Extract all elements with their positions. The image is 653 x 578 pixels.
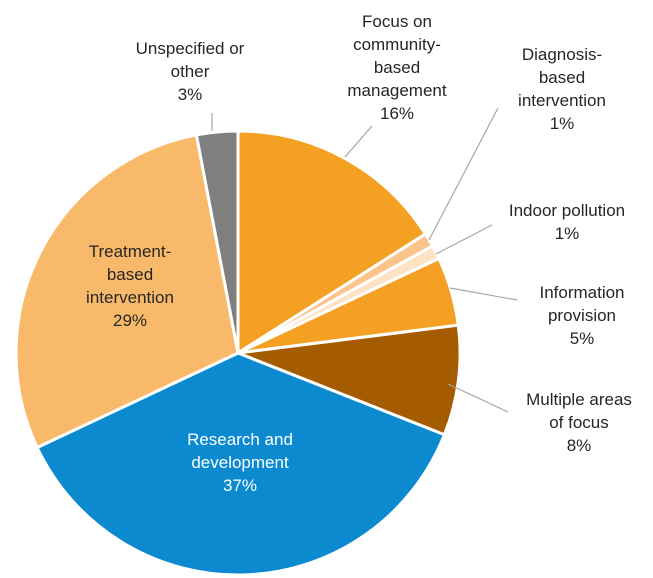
pie-slice-5: [35, 351, 446, 577]
leader-line-0: [344, 125, 373, 158]
slice-category-label: Unspecified or: [136, 39, 245, 58]
pie-slice-7: [194, 129, 240, 355]
slice-value-label: 8%: [567, 436, 592, 455]
pie-slice-0: [236, 129, 427, 355]
slice-value-label: 37%: [223, 476, 257, 495]
slice-category-label: Indoor pollution: [509, 201, 625, 220]
leader-line-4: [447, 383, 509, 413]
slice-label-2: Indoor pollution 1%: [509, 201, 625, 243]
slice-category-label: other: [171, 62, 210, 81]
leader-lines: [211, 107, 518, 413]
slice-category-label: intervention: [518, 91, 606, 110]
slice-category-label: Information: [539, 283, 624, 302]
slice-label-5: Research and development 37%: [187, 430, 293, 495]
slice-value-label: 3%: [178, 85, 203, 104]
slice-category-label: management: [347, 81, 447, 100]
slice-category-label: Treatment-: [89, 242, 172, 261]
slice-value-label: 16%: [380, 104, 414, 123]
slice-category-label: Focus on: [362, 12, 432, 31]
slice-label-0: Focus on community-based management 16%: [347, 12, 447, 123]
slice-category-label: of focus: [549, 413, 609, 432]
slice-category-label: community-: [353, 35, 441, 54]
leader-line-1: [428, 107, 499, 241]
slice-category-label: based: [374, 58, 420, 77]
slice-label-1: Diagnosis-based intervention 1%: [518, 45, 606, 133]
slice-category-label: based: [539, 68, 585, 87]
leader-line-2: [435, 224, 493, 255]
pie-slice-6: [14, 133, 240, 450]
slice-label-4: Multiple areas of focus 8%: [526, 390, 632, 455]
slice-category-label: based: [107, 265, 153, 284]
slice-value-label: 1%: [555, 224, 580, 243]
slice-category-label: intervention: [86, 288, 174, 307]
slice-value-label: 29%: [113, 311, 147, 330]
slice-labels: Focus on community-based management 16% Diag…: [86, 12, 632, 495]
slice-value-label: 5%: [570, 329, 595, 348]
leader-line-3: [449, 287, 518, 301]
slice-category-label: Diagnosis-: [522, 45, 602, 64]
slice-label-3: Information provision 5%: [539, 283, 624, 348]
slice-category-label: provision: [548, 306, 616, 325]
slice-label-7: Unspecified or other 3%: [136, 39, 245, 104]
slice-label-6: Treatment-based intervention 29%: [86, 242, 174, 330]
pie-slice-4: [236, 323, 462, 437]
slice-category-label: Multiple areas: [526, 390, 632, 409]
slice-value-label: 1%: [550, 114, 575, 133]
slice-category-label: Research and: [187, 430, 293, 449]
slice-category-label: development: [191, 453, 289, 472]
pie-slices: [14, 129, 462, 577]
